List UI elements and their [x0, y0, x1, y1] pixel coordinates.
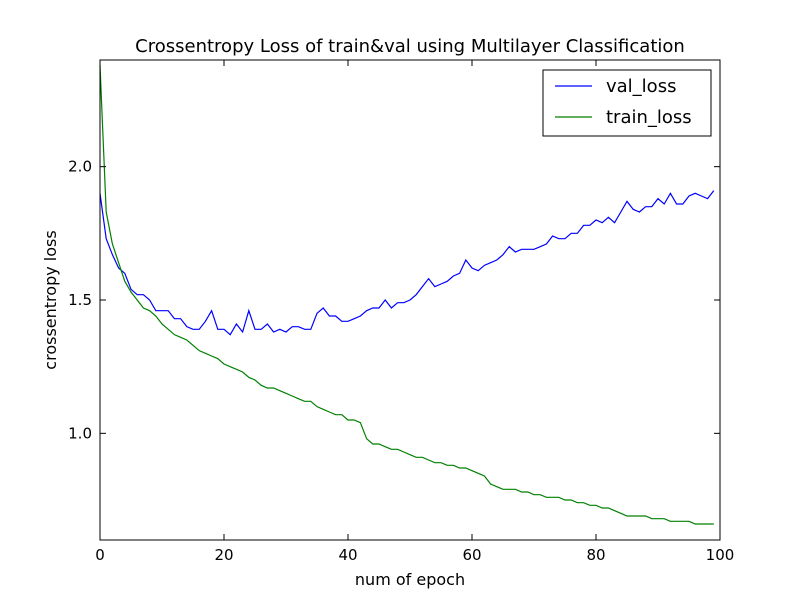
x-tick-label: 0: [95, 546, 105, 564]
y-tick-label: 2.0: [68, 158, 92, 176]
legend: val_loss train_loss: [542, 69, 712, 137]
x-tick-label: 60: [462, 546, 481, 564]
x-tick-label: 80: [586, 546, 605, 564]
x-tick-label: 100: [706, 546, 735, 564]
series-line-val-loss: [99, 190, 715, 336]
legend-box: [542, 69, 712, 137]
y-axis-label: crossentropy loss: [41, 230, 60, 369]
axis-ticks: 0 20 40 60 80 100 1.0 1.5 2.0: [68, 60, 734, 564]
chart-title: Crossentropy Loss of train&val using Mul…: [135, 36, 685, 57]
series-line-train-loss: [99, 65, 714, 525]
x-axis-label: num of epoch: [355, 570, 465, 589]
x-tick-label: 20: [214, 546, 233, 564]
x-tick-label: 40: [338, 546, 357, 564]
y-tick-label: 1.5: [68, 291, 92, 309]
legend-label-train-loss: train_loss: [606, 107, 692, 128]
y-tick-label: 1.0: [68, 424, 92, 442]
plot-lines: [99, 65, 715, 525]
legend-label-val-loss: val_loss: [606, 76, 676, 97]
